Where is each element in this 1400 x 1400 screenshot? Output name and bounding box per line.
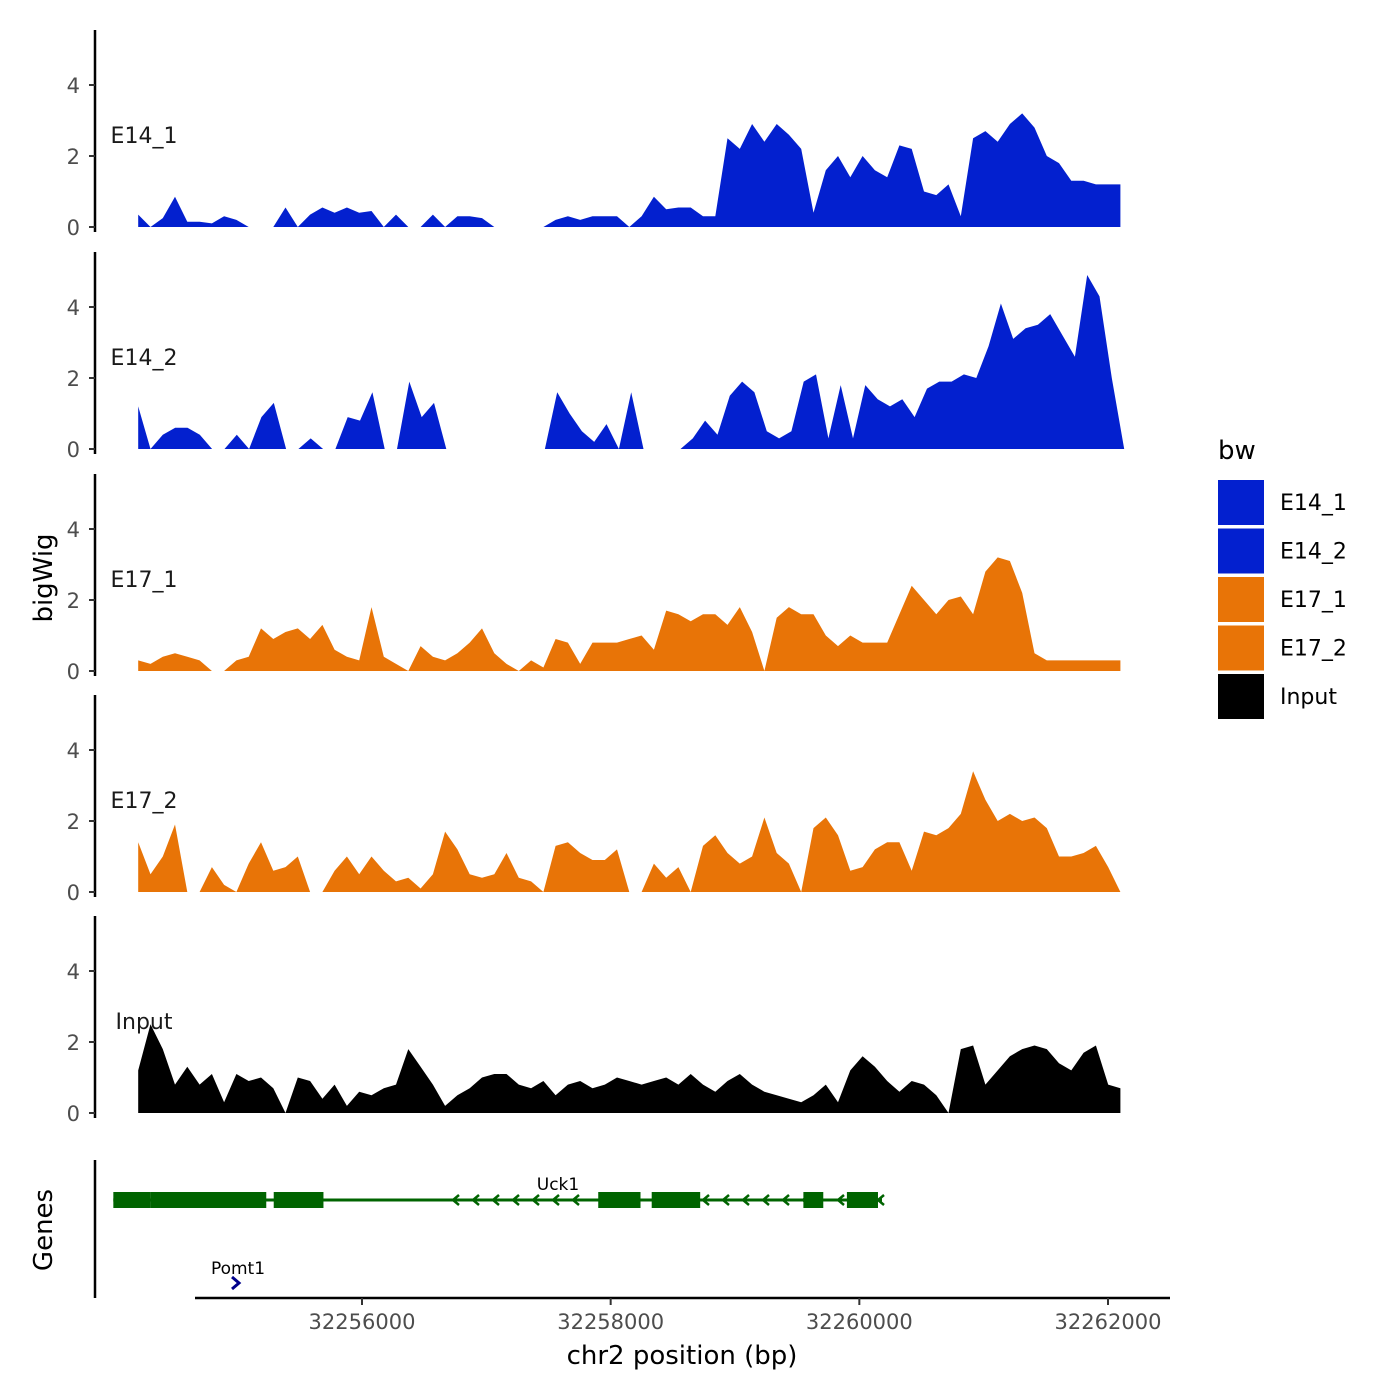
x-axis-title: chr2 position (bp) (567, 1341, 798, 1371)
x-tick-label: 32262000 (1055, 1310, 1162, 1334)
gene-models: Uck1 Pomt1 (113, 1175, 885, 1291)
x-tick-label: 32258000 (557, 1310, 664, 1334)
gene-uck1: Uck1 (113, 1175, 885, 1208)
panel-input: 0 2 4 Input (67, 916, 1121, 1126)
signal-panels: 0 2 4 E14_1 0 2 4 E14_2 0 2 4 E17_1 0 2 4 E17_2 0 2 4 Input (67, 30, 1125, 1126)
legend-swatch (1218, 674, 1264, 719)
y-tick-label: 0 (67, 216, 80, 240)
panel-label: E14_1 (111, 124, 178, 149)
panel-label: Input (116, 1010, 173, 1035)
strand-arrow (471, 1194, 480, 1206)
y-tick-label: 2 (67, 1031, 80, 1055)
y-tick-label: 2 (67, 145, 80, 169)
y-tick-label: 4 (67, 296, 80, 320)
gene-label-pomt1: Pomt1 (211, 1259, 265, 1279)
exon-block (150, 1192, 267, 1208)
gene-track: Genes Uck1 Pomt1 (29, 1160, 885, 1298)
panel-e17-2: 0 2 4 E17_2 (67, 695, 1121, 905)
y-axis-title: bigWig (29, 533, 59, 622)
exon-block (598, 1192, 641, 1208)
strand-arrow (741, 1194, 750, 1206)
strand-arrow (721, 1194, 730, 1206)
panel-e14-1: 0 2 4 E14_1 (67, 30, 1121, 240)
legend-label: E17_1 (1280, 588, 1347, 613)
strand-arrow (876, 1194, 885, 1206)
x-axis-ticks: 32256000 32258000 32260000 32262000 (309, 1298, 1162, 1334)
coverage-area (138, 771, 1121, 892)
coverage-area (138, 1024, 1121, 1113)
strand-arrow (551, 1194, 560, 1206)
gene-pomt1: Pomt1 (211, 1259, 265, 1291)
legend-swatch (1218, 625, 1264, 671)
x-tick-label: 32256000 (309, 1310, 416, 1334)
strand-arrow (451, 1194, 460, 1206)
panel-label: E17_2 (111, 789, 178, 814)
y-tick-label: 0 (67, 660, 80, 684)
exon-block (651, 1192, 701, 1208)
y-tick-label: 4 (67, 518, 80, 542)
y-tick-label: 0 (67, 438, 80, 462)
panel-label: E14_2 (111, 346, 178, 371)
legend-label: E17_2 (1280, 637, 1347, 662)
gene-label-uck1: Uck1 (537, 1175, 579, 1195)
x-axis: 32256000 32258000 32260000 32262000 chr2 po… (195, 1296, 1170, 1371)
panel-e14-2: 0 2 4 E14_2 (67, 252, 1125, 462)
y-tick-label: 4 (67, 960, 80, 984)
coverage-area (138, 113, 1121, 227)
strand-arrow (781, 1194, 790, 1206)
legend-swatch (1218, 528, 1264, 574)
panel-label: E17_1 (111, 568, 178, 593)
y-tick-label: 2 (67, 367, 80, 391)
strand-arrow (701, 1194, 710, 1206)
y-tick-label: 4 (67, 739, 80, 763)
y-tick-label: 0 (67, 1102, 80, 1126)
y-tick-label: 2 (67, 810, 80, 834)
strand-arrow (761, 1194, 770, 1206)
strand-arrow (231, 1275, 242, 1291)
strand-arrow (491, 1194, 500, 1206)
strand-arrow (511, 1194, 520, 1206)
gene-track-title: Genes (29, 1189, 59, 1271)
legend-label: E14_2 (1280, 540, 1347, 565)
y-tick-label: 4 (67, 74, 80, 98)
exon-block (113, 1192, 151, 1208)
legend-swatch (1218, 480, 1264, 525)
legend-title: bw (1218, 436, 1256, 466)
coverage-area (138, 557, 1121, 671)
y-tick-label: 2 (67, 589, 80, 613)
legend-label: E14_1 (1280, 491, 1347, 516)
y-tick-label: 0 (67, 881, 80, 905)
legend-swatch (1218, 577, 1264, 622)
strand-arrow (836, 1194, 845, 1206)
legend-label: Input (1280, 685, 1337, 710)
exon-block (803, 1192, 824, 1208)
legend-entries: E14_1 E14_2 E17_1 E17_2 Input (1218, 480, 1347, 719)
legend: bw E14_1 E14_2 E17_1 E17_2 Input (1218, 436, 1347, 719)
coverage-area (138, 275, 1125, 449)
exon-block (846, 1192, 878, 1208)
strand-arrow (571, 1194, 580, 1206)
x-tick-label: 32260000 (806, 1310, 913, 1334)
exon-block (273, 1192, 324, 1208)
strand-arrow (531, 1194, 540, 1206)
panel-e17-1: 0 2 4 E17_1 (67, 474, 1121, 684)
